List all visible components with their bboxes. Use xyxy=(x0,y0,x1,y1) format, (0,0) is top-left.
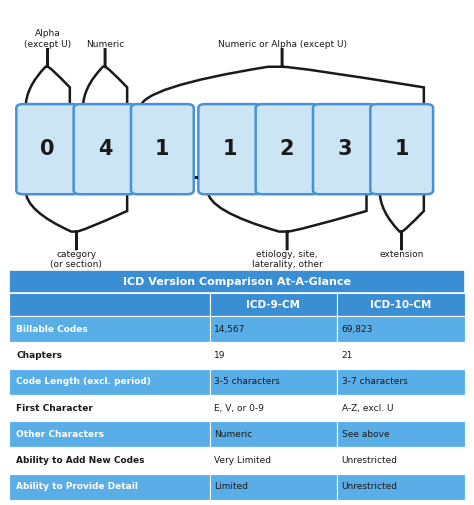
FancyBboxPatch shape xyxy=(9,421,210,447)
Text: E, V, or 0-9: E, V, or 0-9 xyxy=(214,403,264,413)
Text: 1: 1 xyxy=(155,139,170,159)
FancyBboxPatch shape xyxy=(210,421,337,447)
Text: 14,567: 14,567 xyxy=(214,325,246,334)
Text: Code Length (excl. period): Code Length (excl. period) xyxy=(16,377,151,386)
Text: ICD Version Comparison At-A-Glance: ICD Version Comparison At-A-Glance xyxy=(123,277,351,287)
FancyBboxPatch shape xyxy=(9,342,210,369)
Text: Ability to Provide Detail: Ability to Provide Detail xyxy=(16,482,138,491)
FancyBboxPatch shape xyxy=(16,104,79,194)
FancyBboxPatch shape xyxy=(313,104,376,194)
Text: A-Z, excl. U: A-Z, excl. U xyxy=(342,403,393,413)
Text: 4: 4 xyxy=(98,139,112,159)
Text: Numeric: Numeric xyxy=(214,430,253,439)
Text: etiology, site,
laterality, other: etiology, site, laterality, other xyxy=(252,249,322,269)
Text: .: . xyxy=(192,165,200,183)
FancyBboxPatch shape xyxy=(337,293,465,316)
FancyBboxPatch shape xyxy=(337,342,465,369)
FancyBboxPatch shape xyxy=(210,395,337,421)
Text: Billable Codes: Billable Codes xyxy=(16,325,88,334)
Text: Other Characters: Other Characters xyxy=(16,430,104,439)
Text: Limited: Limited xyxy=(214,482,248,491)
Text: 21: 21 xyxy=(342,351,353,360)
FancyBboxPatch shape xyxy=(337,474,465,500)
Text: 3: 3 xyxy=(337,139,352,159)
Text: Ability to Add New Codes: Ability to Add New Codes xyxy=(16,456,145,465)
FancyBboxPatch shape xyxy=(73,104,137,194)
Text: ICD-10-CM: ICD-10-CM xyxy=(370,299,431,310)
Text: 1: 1 xyxy=(222,139,237,159)
FancyBboxPatch shape xyxy=(210,293,337,316)
Text: 0: 0 xyxy=(40,139,55,159)
Text: 19: 19 xyxy=(214,351,226,360)
Text: 3-7 characters: 3-7 characters xyxy=(342,377,408,386)
FancyBboxPatch shape xyxy=(9,447,210,474)
FancyBboxPatch shape xyxy=(337,421,465,447)
Text: 2: 2 xyxy=(280,139,294,159)
FancyBboxPatch shape xyxy=(9,369,210,395)
Text: ICD-9-CM: ICD-9-CM xyxy=(246,299,301,310)
Text: First Character: First Character xyxy=(16,403,93,413)
Text: category
(or section): category (or section) xyxy=(50,249,102,269)
Text: Alpha
(except U): Alpha (except U) xyxy=(24,29,71,49)
Text: Very Limited: Very Limited xyxy=(214,456,271,465)
FancyBboxPatch shape xyxy=(370,104,433,194)
FancyBboxPatch shape xyxy=(337,395,465,421)
FancyBboxPatch shape xyxy=(9,395,210,421)
FancyBboxPatch shape xyxy=(337,447,465,474)
FancyBboxPatch shape xyxy=(210,474,337,500)
Text: extension: extension xyxy=(380,249,424,259)
Text: 3-5 characters: 3-5 characters xyxy=(214,377,280,386)
FancyBboxPatch shape xyxy=(337,316,465,342)
Text: Numeric or Alpha (except U): Numeric or Alpha (except U) xyxy=(218,40,346,49)
FancyBboxPatch shape xyxy=(9,293,210,316)
Text: 1: 1 xyxy=(394,139,409,159)
Text: Unrestricted: Unrestricted xyxy=(342,456,398,465)
Text: Unrestricted: Unrestricted xyxy=(342,482,398,491)
FancyBboxPatch shape xyxy=(210,316,337,342)
FancyBboxPatch shape xyxy=(210,447,337,474)
Text: 69,823: 69,823 xyxy=(342,325,373,334)
FancyBboxPatch shape xyxy=(9,316,210,342)
Text: See above: See above xyxy=(342,430,389,439)
Text: Numeric: Numeric xyxy=(86,40,124,49)
Text: Chapters: Chapters xyxy=(16,351,62,360)
FancyBboxPatch shape xyxy=(337,369,465,395)
FancyBboxPatch shape xyxy=(9,270,465,293)
FancyBboxPatch shape xyxy=(131,104,194,194)
FancyBboxPatch shape xyxy=(198,104,261,194)
FancyBboxPatch shape xyxy=(9,474,210,500)
FancyBboxPatch shape xyxy=(255,104,319,194)
FancyBboxPatch shape xyxy=(210,342,337,369)
FancyBboxPatch shape xyxy=(210,369,337,395)
